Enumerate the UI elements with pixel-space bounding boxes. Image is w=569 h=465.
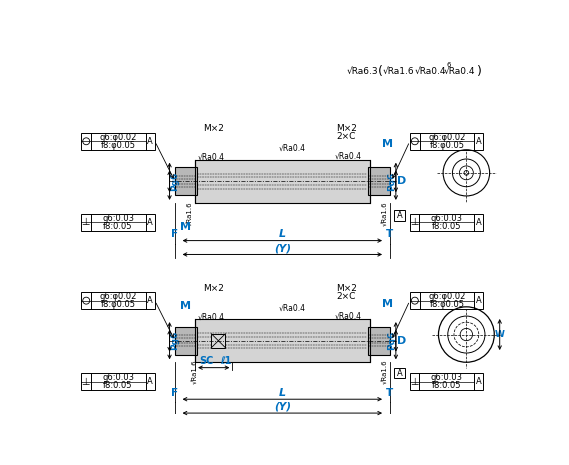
- Text: √Ra0.4: √Ra0.4: [414, 66, 446, 76]
- Bar: [175, 167, 197, 195]
- Text: f8:φ0.05: f8:φ0.05: [430, 300, 464, 309]
- Text: f8:0.05: f8:0.05: [103, 381, 133, 390]
- Bar: [368, 327, 390, 354]
- Text: M: M: [382, 299, 393, 309]
- Text: f8:0.05: f8:0.05: [432, 221, 461, 231]
- Text: 2×C: 2×C: [336, 132, 356, 141]
- Bar: [410, 133, 484, 150]
- Text: Pg6: Pg6: [170, 172, 179, 191]
- Bar: [410, 373, 484, 390]
- Text: √Ra0.4: √Ra0.4: [197, 313, 224, 322]
- Bar: [175, 327, 197, 354]
- Bar: [81, 292, 155, 309]
- Text: ℓ1: ℓ1: [220, 356, 232, 365]
- Text: A: A: [476, 296, 481, 305]
- Text: F: F: [171, 229, 179, 239]
- Text: (Y): (Y): [274, 402, 291, 412]
- Text: g6:0.03: g6:0.03: [431, 373, 463, 382]
- Bar: [81, 373, 155, 390]
- Text: T: T: [386, 388, 393, 398]
- Text: ⊥: ⊥: [410, 217, 419, 227]
- Text: √Ra1.6: √Ra1.6: [187, 201, 193, 226]
- Text: A: A: [476, 218, 481, 226]
- Text: L: L: [279, 388, 286, 398]
- Text: W: W: [495, 330, 505, 339]
- Text: F: F: [171, 388, 179, 398]
- Text: g6:0.03: g6:0.03: [102, 214, 134, 223]
- Bar: [195, 160, 369, 203]
- Text: √Ra6.3: √Ra6.3: [347, 66, 378, 76]
- Text: √Ra1.6: √Ra1.6: [193, 359, 199, 384]
- Text: ⊥: ⊥: [81, 217, 90, 227]
- Text: A: A: [147, 296, 153, 305]
- Text: √Ra0.4: √Ra0.4: [278, 304, 306, 313]
- Text: f8:φ0.05: f8:φ0.05: [430, 141, 464, 150]
- Text: ): ): [477, 65, 482, 78]
- Text: (Y): (Y): [274, 243, 291, 253]
- Text: f8:φ0.05: f8:φ0.05: [101, 300, 136, 309]
- Text: g6:0.03: g6:0.03: [431, 214, 463, 223]
- Text: (: (: [378, 65, 383, 78]
- Text: Pg6: Pg6: [387, 331, 395, 350]
- Bar: [394, 368, 405, 379]
- Text: A: A: [476, 377, 481, 386]
- Text: M: M: [382, 140, 393, 149]
- Text: √Ra0.4: √Ra0.4: [444, 66, 476, 76]
- Bar: [195, 319, 369, 362]
- Text: √Ra1.6: √Ra1.6: [382, 201, 388, 226]
- Bar: [81, 133, 155, 150]
- Text: f8:φ0.05: f8:φ0.05: [101, 141, 136, 150]
- Bar: [368, 167, 390, 195]
- Text: ⊥: ⊥: [410, 377, 419, 386]
- Text: g6:φ0.02: g6:φ0.02: [100, 133, 137, 142]
- Text: M: M: [180, 222, 191, 232]
- Bar: [410, 292, 484, 309]
- Text: SC: SC: [199, 356, 213, 365]
- Bar: [394, 210, 405, 220]
- Text: √Ra0.4: √Ra0.4: [335, 312, 362, 320]
- Text: L: L: [279, 229, 286, 239]
- Text: f8:0.05: f8:0.05: [103, 221, 133, 231]
- Text: A: A: [397, 211, 403, 219]
- Text: D: D: [397, 336, 407, 345]
- Text: g6:0.03: g6:0.03: [102, 373, 134, 382]
- Text: √Ra0.4: √Ra0.4: [197, 153, 224, 162]
- Text: 2×C: 2×C: [336, 292, 356, 300]
- Text: Pg6: Pg6: [387, 172, 395, 191]
- Text: M×2: M×2: [336, 284, 357, 293]
- Text: A: A: [147, 137, 153, 146]
- Text: √Ra1.6: √Ra1.6: [382, 359, 388, 384]
- Text: 6: 6: [446, 62, 451, 68]
- Text: M×2: M×2: [336, 125, 357, 133]
- Text: A: A: [147, 218, 153, 226]
- Text: D: D: [397, 176, 407, 186]
- Text: A: A: [147, 377, 153, 386]
- Text: g6:φ0.02: g6:φ0.02: [428, 292, 465, 301]
- Bar: [212, 334, 225, 348]
- Text: √Ra0.4: √Ra0.4: [278, 144, 306, 153]
- Text: ⊥: ⊥: [81, 377, 90, 386]
- Text: √Ra0.4: √Ra0.4: [335, 152, 362, 160]
- Text: g6:φ0.02: g6:φ0.02: [100, 292, 137, 301]
- Text: A: A: [476, 137, 481, 146]
- Text: M: M: [180, 301, 191, 311]
- Text: √Ra1.6: √Ra1.6: [383, 66, 414, 76]
- Text: f8:0.05: f8:0.05: [432, 381, 461, 390]
- Text: g6:φ0.02: g6:φ0.02: [428, 133, 465, 142]
- Bar: [81, 213, 155, 231]
- Text: Pg6: Pg6: [170, 331, 179, 350]
- Text: M×2: M×2: [203, 125, 224, 133]
- Text: M×2: M×2: [203, 284, 224, 293]
- Text: A: A: [397, 369, 403, 378]
- Text: T: T: [386, 229, 393, 239]
- Bar: [410, 213, 484, 231]
